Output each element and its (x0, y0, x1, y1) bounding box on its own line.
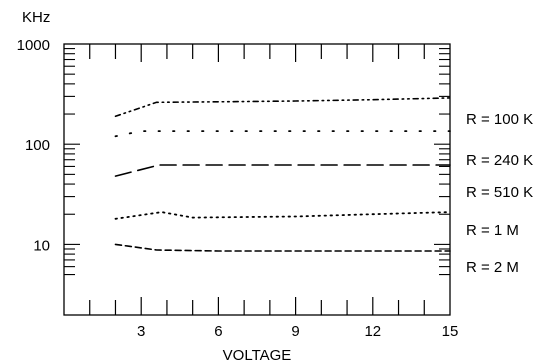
series-line-4 (114, 211, 451, 220)
legend-label: R = 2 M (466, 259, 519, 276)
y-tick-label: 100 (25, 137, 50, 154)
legend: R = 100 K R = 240 K R = 510 K R = 1 M R = 2 … (466, 111, 533, 276)
y-tick-label: 10 (33, 237, 50, 254)
series-line-5 (114, 243, 451, 252)
series-line-2 (114, 130, 451, 138)
axis-ticks (64, 44, 450, 315)
x-tick-label: 15 (442, 323, 459, 340)
x-tick-label: 3 (137, 323, 145, 340)
series-lines (114, 97, 451, 252)
y-tick-label: 1000 (17, 37, 50, 54)
tick-labels: 3 6 9 12 15 10 100 1000 (17, 37, 459, 340)
plot-frame (63, 43, 451, 316)
series-line-1 (114, 97, 451, 118)
x-tick-label: 6 (214, 323, 222, 340)
legend-label: R = 1 M (466, 222, 519, 239)
y-axis-title: KHz (22, 9, 50, 26)
legend-label: R = 100 K (466, 111, 533, 128)
legend-label: R = 240 K (466, 152, 533, 169)
x-tick-label: 12 (364, 323, 381, 340)
series-line-3 (114, 164, 451, 177)
x-axis-title: VOLTAGE (223, 347, 292, 364)
legend-label: R = 510 K (466, 184, 533, 201)
x-tick-label: 9 (291, 323, 299, 340)
